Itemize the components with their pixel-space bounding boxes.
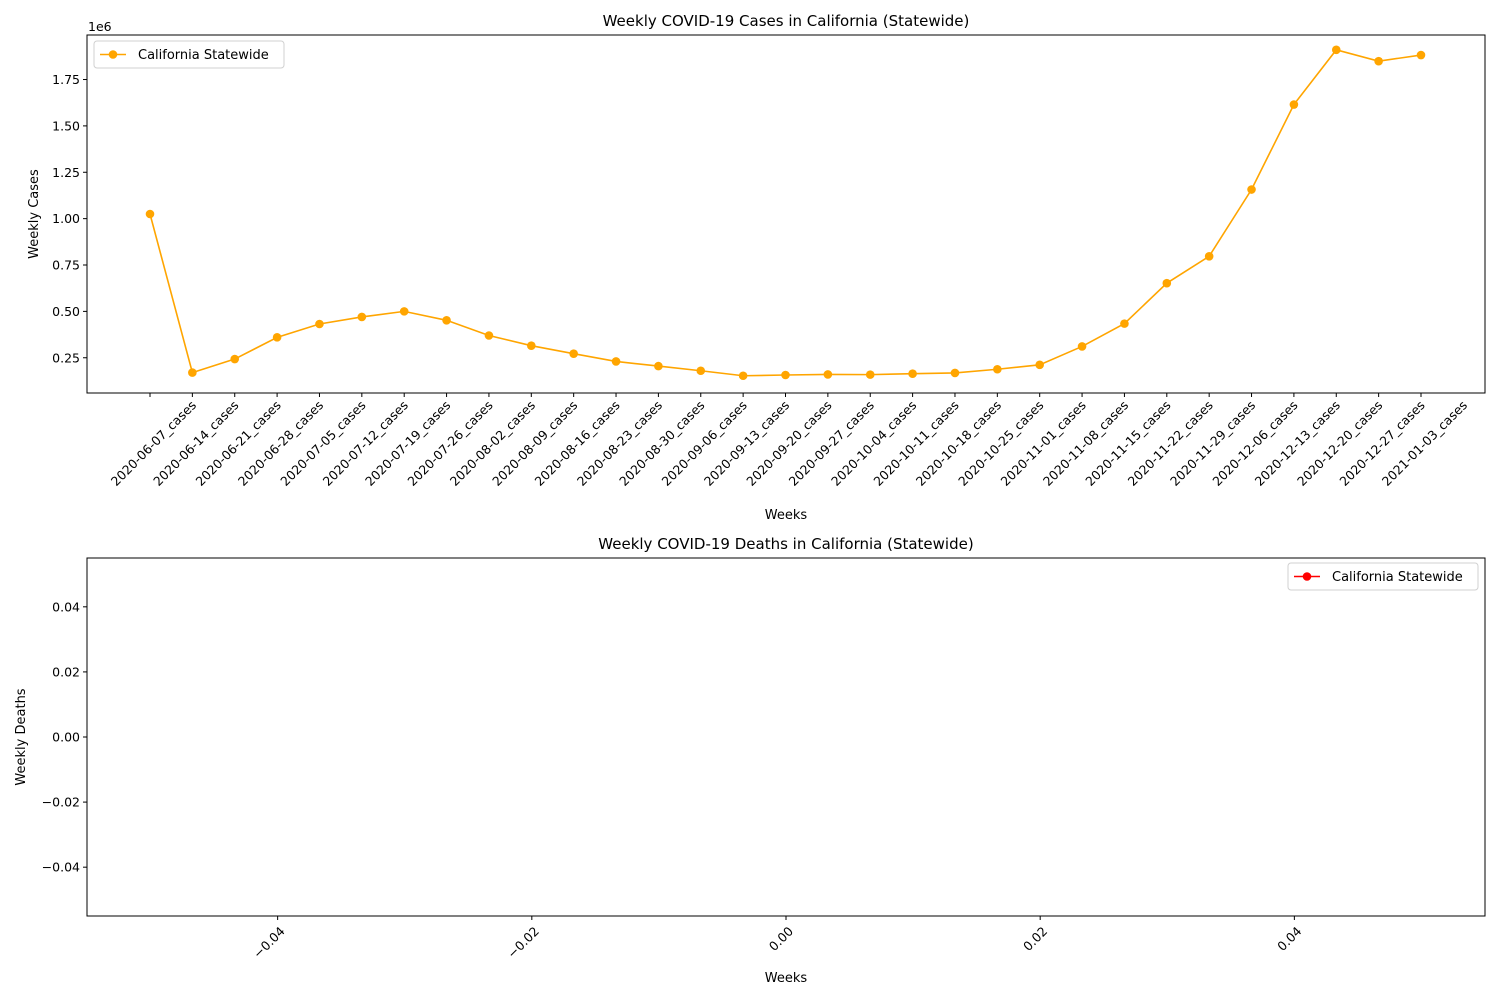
- cases-data-point: [527, 341, 536, 350]
- deaths-legend: California Statewide: [1287, 562, 1479, 591]
- cases-data-point: [781, 370, 790, 380]
- deaths-y-tick-label: −0.02: [42, 795, 80, 810]
- deaths-y-tick-label: 0.04: [52, 599, 80, 614]
- cases-data-point: [1162, 278, 1172, 288]
- deaths-y-axis-label: Weekly Deaths: [14, 688, 29, 785]
- cases-legend-box: [93, 40, 285, 69]
- cases-data-point: [865, 370, 875, 379]
- cases-legend-label: California Statewide: [138, 48, 269, 63]
- cases-data-point: [908, 369, 917, 379]
- deaths-legend-label: California Statewide: [1332, 570, 1463, 585]
- deaths-plot-area: [86, 557, 1486, 917]
- cases-y-scale-label: 1e6: [88, 19, 112, 34]
- deaths-x-tick-label: −0.02: [504, 924, 542, 962]
- cases-data-point: [1374, 56, 1383, 66]
- cases-data-point: [145, 209, 155, 219]
- deaths-y-tick-label: 0.00: [52, 730, 80, 745]
- cases-data-point: [1289, 100, 1299, 109]
- cases-data-point: [1204, 251, 1214, 261]
- cases-legend-marker: [108, 50, 118, 59]
- deaths-chart: Weekly COVID-19 Deaths in California (St…: [14, 535, 1486, 986]
- cases-data-point: [696, 366, 706, 376]
- cases-data-point: [950, 368, 960, 378]
- deaths-x-tick-label: 0.04: [1274, 923, 1304, 953]
- cases-chart: Weekly COVID-19 Cases in California (Sta…: [27, 12, 1486, 523]
- cases-y-tick-label: 1.25: [52, 165, 80, 180]
- cases-data-point: [315, 319, 324, 329]
- cases-plot-area: [86, 34, 1486, 394]
- cases-y-tick-label: 1.00: [52, 211, 80, 226]
- cases-data-point: [484, 331, 494, 340]
- deaths-legend-marker: [1302, 572, 1312, 581]
- cases-data-point: [1247, 185, 1256, 194]
- deaths-x-tick-label: 0.02: [1020, 924, 1050, 954]
- cases-chart-title: Weekly COVID-19 Cases in California (Sta…: [603, 12, 970, 30]
- cases-legend: California Statewide: [93, 40, 285, 69]
- cases-data-point: [738, 371, 748, 381]
- cases-data-point: [188, 368, 197, 377]
- cases-y-tick-label: 1.75: [52, 72, 80, 87]
- cases-data-point: [654, 361, 663, 371]
- cases-data-point: [399, 307, 409, 316]
- cases-y-tick-label: 0.75: [52, 258, 80, 273]
- deaths-legend-box: [1287, 562, 1479, 591]
- cases-y-axis-label: Weekly Cases: [27, 169, 42, 259]
- deaths-x-tick-label: 0.00: [766, 923, 796, 953]
- cases-data-point: [823, 370, 833, 379]
- deaths-y-tick-label: 0.02: [52, 664, 80, 679]
- cases-y-tick-label: 0.25: [52, 350, 80, 365]
- cases-data-point: [442, 315, 451, 325]
- cases-x-axis-label: Weeks: [765, 508, 808, 523]
- cases-data-point: [611, 357, 621, 366]
- deaths-x-axis-label: Weeks: [765, 971, 808, 986]
- cases-series-line: [149, 48, 1422, 377]
- cases-data-point: [357, 312, 367, 322]
- cases-data-point: [1331, 45, 1341, 55]
- cases-data-point: [1035, 360, 1044, 370]
- cases-y-tick-label: 1.50: [52, 118, 80, 133]
- deaths-y-tick-label: −0.04: [42, 860, 80, 875]
- cases-data-point: [993, 364, 1002, 374]
- cases-data-point: [272, 333, 282, 342]
- deaths-x-tick-label: −0.04: [250, 923, 288, 961]
- deaths-chart-title: Weekly COVID-19 Deaths in California (St…: [598, 535, 973, 553]
- cases-y-tick-label: 0.50: [52, 304, 80, 319]
- cases-data-point: [230, 354, 240, 364]
- cases-data-point: [1120, 319, 1129, 328]
- cases-data-point: [1416, 50, 1426, 60]
- cases-data-point: [1077, 342, 1087, 351]
- cases-data-point: [569, 349, 578, 358]
